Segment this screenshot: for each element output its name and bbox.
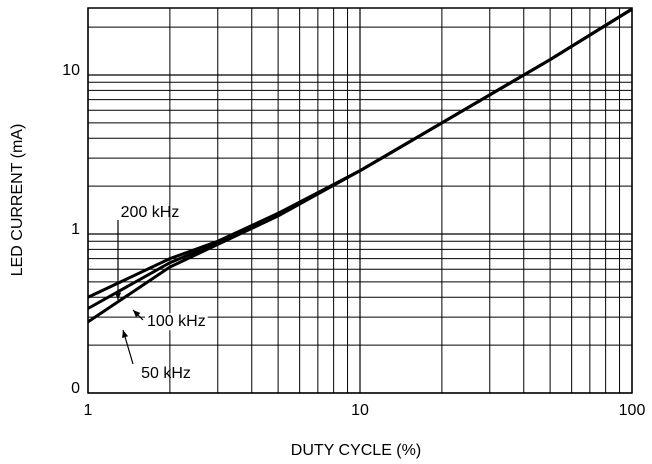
- series-label: 200 kHz: [121, 204, 180, 221]
- x-tick-label: 100: [619, 402, 646, 419]
- y-tick-label: 10: [62, 62, 80, 79]
- series-label: 100 kHz: [147, 313, 206, 330]
- series-label: 50 kHz: [141, 365, 191, 382]
- y-axis-label: LED CURRENT (mA): [9, 124, 26, 277]
- arrow-head: [114, 292, 122, 300]
- line-series: [87, 7, 633, 324]
- y-tick-label: 0: [71, 380, 80, 397]
- x-axis-label: DUTY CYCLE (%): [291, 442, 421, 459]
- arrow-head: [122, 330, 129, 338]
- x-tick-label: 1: [84, 402, 93, 419]
- label-bg: [145, 313, 208, 331]
- arrow-head: [133, 310, 141, 318]
- plot-frame: [87, 7, 633, 394]
- y-tick-label: 1: [71, 221, 80, 238]
- x-tick-label: 10: [351, 402, 369, 419]
